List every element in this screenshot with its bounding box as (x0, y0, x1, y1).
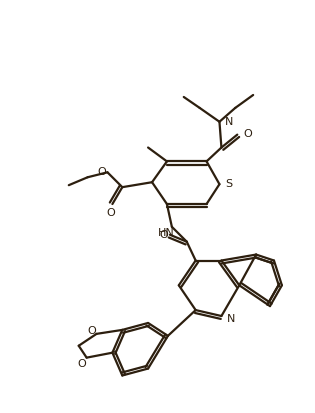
Text: N: N (224, 116, 233, 126)
Text: HN: HN (158, 227, 174, 237)
Text: N: N (226, 313, 235, 323)
Text: O: O (106, 207, 115, 217)
Text: O: O (243, 128, 252, 138)
Text: O: O (160, 229, 168, 239)
Text: S: S (226, 179, 232, 189)
Text: O: O (87, 325, 96, 335)
Text: O: O (77, 358, 86, 368)
Text: O: O (97, 167, 106, 177)
